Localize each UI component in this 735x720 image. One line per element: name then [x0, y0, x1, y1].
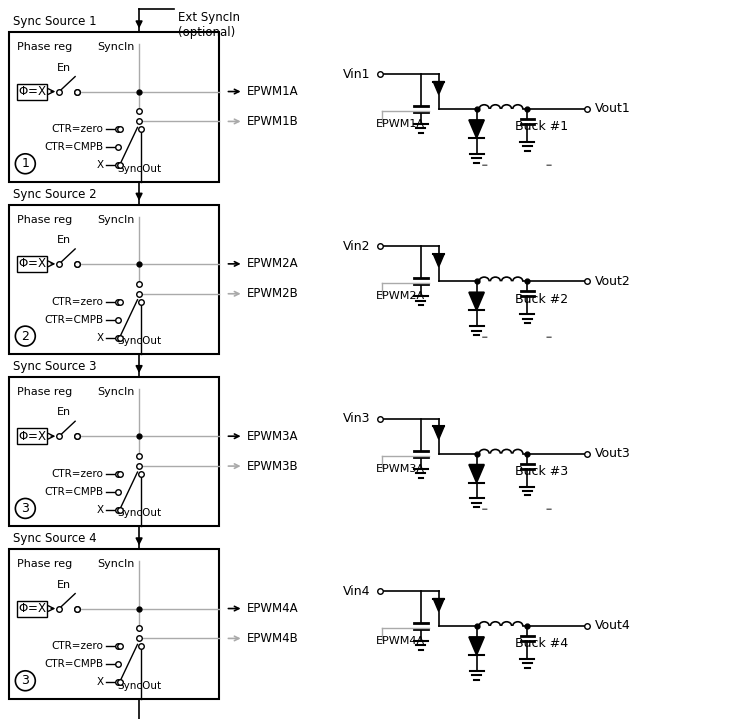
Bar: [18, 84, 47, 99]
Text: Phase reg: Phase reg: [18, 387, 73, 397]
Text: CTR=CMPB: CTR=CMPB: [45, 660, 104, 670]
Polygon shape: [433, 254, 444, 267]
Text: SyncOut: SyncOut: [118, 163, 162, 174]
Text: Sync Source 1: Sync Source 1: [13, 15, 97, 28]
Text: SyncOut: SyncOut: [118, 336, 162, 346]
Text: Buck #1: Buck #1: [515, 120, 569, 133]
Text: CTR=CMPB: CTR=CMPB: [45, 487, 104, 497]
Polygon shape: [469, 120, 484, 138]
Text: -: -: [533, 500, 552, 519]
Text: Vin4: Vin4: [343, 585, 370, 598]
Text: SyncOut: SyncOut: [118, 508, 162, 518]
Text: SyncOut: SyncOut: [118, 680, 162, 690]
Bar: [18, 600, 47, 616]
Text: CTR=zero: CTR=zero: [51, 125, 104, 135]
Text: X: X: [96, 505, 104, 515]
Text: Sync Source 2: Sync Source 2: [13, 188, 97, 201]
Text: Vout4: Vout4: [595, 619, 631, 632]
Text: Buck #4: Buck #4: [515, 637, 569, 650]
Text: -: -: [533, 328, 552, 347]
Text: Ext SyncIn
(optional): Ext SyncIn (optional): [178, 12, 240, 40]
Text: Sync Source 3: Sync Source 3: [13, 360, 97, 373]
Text: SyncIn: SyncIn: [98, 215, 135, 225]
Text: Sync Source 4: Sync Source 4: [13, 532, 97, 545]
Text: EPWM4A: EPWM4A: [376, 636, 425, 646]
Polygon shape: [433, 598, 444, 611]
Text: En: En: [57, 63, 71, 73]
Text: SyncIn: SyncIn: [98, 559, 135, 570]
Text: CTR=zero: CTR=zero: [51, 297, 104, 307]
Text: EPWM1A: EPWM1A: [246, 85, 298, 98]
Text: EPWM3B: EPWM3B: [246, 459, 298, 472]
Text: En: En: [57, 580, 71, 590]
Text: $\Phi$=X: $\Phi$=X: [18, 602, 47, 615]
Text: En: En: [57, 235, 71, 245]
Text: 3: 3: [21, 674, 29, 688]
Text: -: -: [533, 156, 552, 175]
Text: EPWM1B: EPWM1B: [246, 115, 298, 128]
Text: X: X: [96, 161, 104, 170]
Text: Vout3: Vout3: [595, 447, 631, 460]
Text: -: -: [475, 156, 488, 175]
Bar: [18, 256, 47, 272]
Polygon shape: [469, 637, 484, 655]
Bar: [10, 32, 218, 181]
Text: CTR=CMPB: CTR=CMPB: [45, 143, 104, 153]
Text: X: X: [96, 333, 104, 343]
Text: EPWM4B: EPWM4B: [246, 632, 298, 645]
Text: EPWM3A: EPWM3A: [376, 464, 425, 474]
Text: Vin3: Vin3: [343, 413, 370, 426]
Text: X: X: [96, 678, 104, 688]
Bar: [18, 428, 47, 444]
Text: 1: 1: [21, 157, 29, 170]
Bar: [10, 549, 218, 698]
Text: Vin1: Vin1: [343, 68, 370, 81]
Text: EPWM2A: EPWM2A: [246, 257, 298, 271]
Text: EPWM2B: EPWM2B: [246, 287, 298, 300]
Text: $\Phi$=X: $\Phi$=X: [18, 430, 47, 443]
Text: En: En: [57, 408, 71, 418]
Text: 2: 2: [21, 330, 29, 343]
Text: EPWM1A: EPWM1A: [376, 119, 425, 129]
Text: Vout1: Vout1: [595, 102, 631, 115]
Text: -: -: [475, 500, 488, 519]
Text: SyncIn: SyncIn: [98, 387, 135, 397]
Text: Phase reg: Phase reg: [18, 215, 73, 225]
Text: -: -: [475, 328, 488, 347]
Text: EPWM3A: EPWM3A: [246, 430, 298, 443]
Text: Vout2: Vout2: [595, 275, 631, 288]
Text: $\Phi$=X: $\Phi$=X: [18, 257, 47, 271]
Polygon shape: [469, 464, 484, 482]
Text: SyncIn: SyncIn: [98, 42, 135, 53]
Text: CTR=zero: CTR=zero: [51, 642, 104, 652]
Text: CTR=CMPB: CTR=CMPB: [45, 315, 104, 325]
Bar: [10, 377, 218, 526]
Text: Phase reg: Phase reg: [18, 559, 73, 570]
Text: CTR=zero: CTR=zero: [51, 469, 104, 479]
Text: $\Phi$=X: $\Phi$=X: [18, 85, 47, 98]
Text: Buck #3: Buck #3: [515, 465, 569, 478]
Text: Buck #2: Buck #2: [515, 293, 569, 306]
Text: Vin2: Vin2: [343, 240, 370, 253]
Polygon shape: [433, 81, 444, 94]
Polygon shape: [433, 426, 444, 439]
Text: EPWM4A: EPWM4A: [246, 602, 298, 615]
Text: Phase reg: Phase reg: [18, 42, 73, 53]
Bar: [10, 204, 218, 354]
Polygon shape: [469, 292, 484, 310]
Text: EPWM2A: EPWM2A: [376, 292, 425, 301]
Text: 3: 3: [21, 502, 29, 515]
